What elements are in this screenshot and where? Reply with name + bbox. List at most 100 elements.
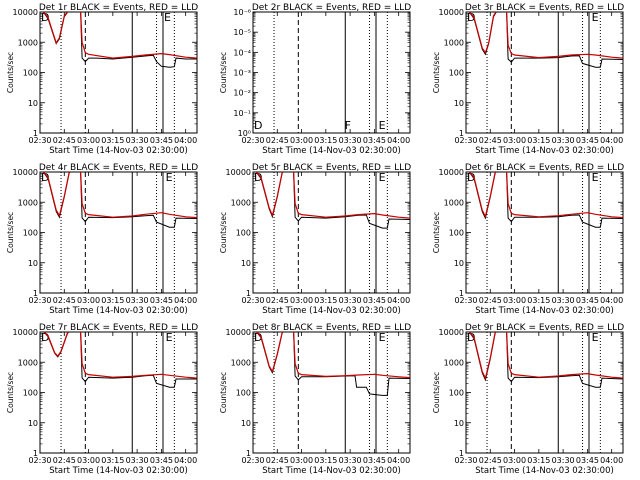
- y-tick-label: 1000: [18, 198, 38, 207]
- y-tick-label: 1000: [18, 358, 38, 367]
- y-tick-label: 1: [459, 449, 464, 458]
- x-tick-label: 03:45: [363, 296, 386, 305]
- event-marker-label: D: [41, 331, 49, 344]
- x-tick-label: 04:00: [600, 296, 623, 305]
- y-tick-label: 1: [33, 129, 38, 138]
- y-tick-label: 1000: [231, 358, 251, 367]
- x-tick-label: 03:15: [314, 296, 337, 305]
- chart-panel-3: Det 3r BLACK = Events, RED = LLD Start Ti…: [432, 3, 624, 156]
- y-tick-label: 10: [28, 259, 38, 268]
- x-tick-label: 03:45: [576, 456, 599, 465]
- x-tick-label: 02:30: [28, 136, 51, 145]
- x-tick-label: 02:45: [53, 456, 76, 465]
- chart-title: Det 2r BLACK = Events, RED = LLD: [252, 3, 411, 13]
- y-axis-label: Counts/sec: [432, 212, 441, 253]
- y-tick-label: 10⁰: [238, 129, 251, 138]
- y-axis-label: Counts/sec: [6, 52, 15, 93]
- lld-line: [255, 172, 410, 219]
- y-tick-label: 1: [459, 129, 464, 138]
- chart-panel-1: Det 1r BLACK = Events, RED = LLD Start Ti…: [6, 3, 198, 156]
- plot-frame: [252, 171, 411, 294]
- x-tick-label: 03:45: [150, 456, 173, 465]
- x-tick-label: 03:30: [552, 136, 575, 145]
- y-tick-label: 100: [449, 229, 464, 238]
- y-tick-label: 10000: [13, 328, 38, 337]
- y-tick-label: 10000: [439, 168, 464, 177]
- event-marker-label: E: [379, 331, 386, 344]
- y-tick-label: 100: [449, 389, 464, 398]
- y-tick-label: 100: [23, 69, 38, 78]
- plot-frame: [465, 11, 624, 134]
- chart-panel-2: Det 2r BLACK = Events, RED = LLD Start Ti…: [219, 3, 411, 156]
- x-tick-label: 03:15: [527, 456, 550, 465]
- chart-panel-6: Det 6r BLACK = Events, RED = LLD Start Ti…: [432, 163, 624, 316]
- event-marker-label: E: [379, 119, 386, 132]
- x-tick-label: 02:45: [53, 296, 76, 305]
- x-tick-label: 02:30: [28, 456, 51, 465]
- y-tick-label: 10⁻⁵: [233, 28, 251, 37]
- x-tick-label: 03:30: [339, 456, 362, 465]
- y-tick-label: 10: [241, 419, 251, 428]
- y-axis-label: Counts/sec: [219, 212, 228, 253]
- chart-panel-9: Det 9r BLACK = Events, RED = LLD Start Ti…: [432, 323, 624, 476]
- y-tick-label: 10000: [226, 168, 251, 177]
- plot-frame: [39, 171, 198, 294]
- x-tick-label: 04:00: [600, 136, 623, 145]
- x-tick-label: 02:30: [241, 136, 264, 145]
- event-marker-label: D: [41, 171, 49, 184]
- y-tick-label: 100: [236, 389, 251, 398]
- x-tick-label: 03:30: [552, 296, 575, 305]
- x-tick-label: 04:00: [174, 296, 197, 305]
- chart-title: Det 8r BLACK = Events, RED = LLD: [252, 323, 411, 333]
- x-axis-label: Start Time (14-Nov-03 02:30:00): [262, 146, 401, 156]
- x-tick-label: 03:00: [290, 456, 313, 465]
- plot-frame: [39, 11, 198, 134]
- chart-panel-5: Det 5r BLACK = Events, RED = LLD Start Ti…: [219, 163, 411, 316]
- event-marker-label: E: [592, 331, 599, 344]
- chart-title: Det 7r BLACK = Events, RED = LLD: [39, 323, 198, 333]
- event-marker-label: E: [164, 11, 171, 24]
- x-tick-label: 02:45: [266, 296, 289, 305]
- y-tick-label: 10⁻⁶: [233, 8, 251, 17]
- event-marker-label: D: [41, 11, 49, 24]
- x-tick-label: 04:00: [174, 136, 197, 145]
- x-tick-label: 04:00: [387, 136, 410, 145]
- y-tick-label: 1000: [231, 198, 251, 207]
- y-tick-label: 10: [454, 99, 464, 108]
- x-tick-label: 03:00: [290, 136, 313, 145]
- x-tick-label: 02:45: [266, 456, 289, 465]
- x-tick-label: 03:30: [339, 136, 362, 145]
- y-tick-label: 10000: [226, 328, 251, 337]
- chart-title: Det 3r BLACK = Events, RED = LLD: [465, 3, 624, 13]
- events-line: [468, 172, 623, 228]
- x-tick-label: 03:15: [527, 296, 550, 305]
- y-axis-label: Counts/sec: [432, 52, 441, 93]
- x-tick-label: 02:45: [479, 136, 502, 145]
- x-axis-label: Start Time (14-Nov-03 02:30:00): [475, 146, 614, 156]
- chart-panel-8: Det 8r BLACK = Events, RED = LLD Start Ti…: [219, 323, 411, 476]
- x-tick-label: 03:15: [314, 136, 337, 145]
- y-axis-label: Counts/sec: [219, 52, 228, 93]
- y-tick-label: 10⁻²: [233, 89, 251, 98]
- event-marker-label: E: [592, 171, 599, 184]
- y-tick-label: 10000: [13, 168, 38, 177]
- y-tick-label: 10: [454, 259, 464, 268]
- chart-title: Det 9r BLACK = Events, RED = LLD: [465, 323, 624, 333]
- y-tick-label: 10⁻¹: [233, 109, 251, 118]
- y-tick-label: 10: [28, 99, 38, 108]
- x-axis-label: Start Time (14-Nov-03 02:30:00): [49, 146, 188, 156]
- lld-line: [256, 332, 410, 379]
- x-tick-label: 02:45: [53, 136, 76, 145]
- event-marker-label: D: [467, 11, 475, 24]
- y-tick-label: 1: [246, 449, 251, 458]
- y-tick-label: 100: [23, 229, 38, 238]
- x-tick-label: 02:45: [479, 296, 502, 305]
- event-marker-label: E: [379, 171, 386, 184]
- x-tick-label: 02:30: [28, 296, 51, 305]
- y-tick-label: 100: [236, 229, 251, 238]
- lld-line: [42, 172, 197, 219]
- event-marker-label: D: [254, 331, 262, 344]
- x-axis-label: Start Time (14-Nov-03 02:30:00): [262, 466, 401, 476]
- y-tick-label: 10000: [439, 8, 464, 17]
